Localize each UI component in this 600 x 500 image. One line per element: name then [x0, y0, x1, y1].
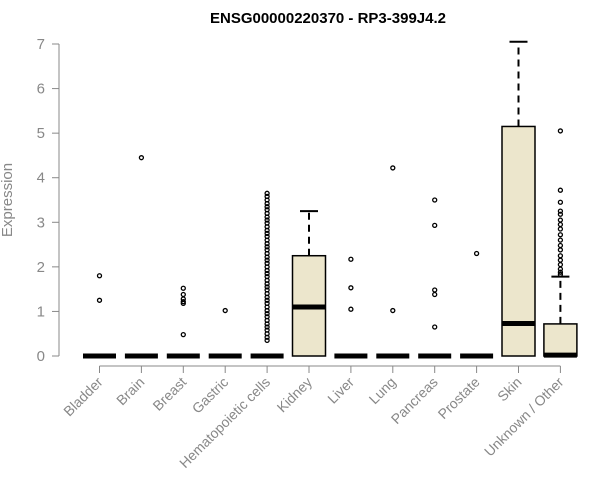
outlier-point	[264, 244, 270, 250]
outlier-point	[390, 165, 396, 171]
outlier-point	[180, 291, 186, 298]
box-group	[376, 165, 410, 359]
outlier-point	[264, 214, 270, 220]
outlier-point	[264, 267, 270, 274]
outlier-point	[264, 241, 270, 247]
x-tick-label: Pancreas	[388, 374, 441, 427]
box-group	[418, 197, 452, 359]
y-tick-label: 1	[37, 303, 45, 320]
outlier-point	[264, 297, 270, 303]
outlier-point	[473, 250, 480, 257]
outlier-point	[264, 284, 270, 290]
outlier-point	[557, 208, 564, 214]
outlier-point	[557, 128, 564, 134]
outlier-point	[432, 222, 438, 229]
x-tick-label: Prostate	[435, 374, 483, 422]
outlier-point	[557, 199, 564, 205]
outlier-point	[557, 269, 564, 275]
x-tick-label: Lung	[366, 374, 399, 407]
y-tick-label: 2	[37, 259, 45, 276]
outlier-point	[264, 334, 270, 340]
outlier-point	[390, 307, 396, 314]
outlier-point	[264, 281, 270, 287]
outlier-point	[557, 253, 564, 259]
outlier-point	[264, 337, 270, 344]
outlier-point	[96, 273, 103, 279]
outlier-point	[264, 324, 270, 330]
x-tick-label: Breast	[149, 374, 189, 414]
y-tick-label: 6	[37, 81, 45, 98]
outlier-point	[264, 254, 270, 260]
outlier-point	[180, 285, 186, 291]
outlier-point	[180, 331, 186, 338]
outlier-point	[348, 256, 354, 262]
outlier-point	[264, 230, 270, 237]
outlier-point	[264, 227, 270, 233]
outlier-point	[557, 261, 564, 268]
x-tick-label: Brain	[113, 374, 147, 408]
y-tick-label: 4	[37, 170, 45, 187]
outlier-point	[264, 257, 270, 263]
outlier-point	[557, 187, 564, 193]
outlier-point	[180, 300, 186, 307]
outlier-point	[264, 294, 270, 300]
x-tick-label: Unknown / Other	[481, 374, 567, 460]
box-group	[166, 285, 200, 359]
y-axis-label: Expression	[0, 163, 16, 237]
outlier-point	[557, 242, 564, 249]
outlier-point	[557, 266, 564, 272]
outlier-point	[557, 257, 564, 263]
box-group	[83, 273, 116, 359]
x-tick-label: Bladder	[60, 374, 106, 420]
outlier-point	[264, 321, 270, 327]
chart-title: ENSG00000220370 - RP3-399J4.2	[210, 10, 446, 27]
y-tick-label: 0	[37, 348, 45, 365]
outlier-point	[264, 190, 270, 196]
outlier-point	[264, 204, 270, 210]
y-tick-label: 5	[37, 125, 45, 142]
x-tick-label: Liver	[324, 374, 357, 407]
outlier-point	[432, 287, 438, 293]
box-group	[291, 210, 327, 357]
outlier-point	[264, 200, 270, 207]
outlier-point	[557, 237, 564, 243]
outlier-point	[557, 217, 564, 223]
outlier-point	[557, 271, 564, 278]
box	[543, 323, 578, 357]
box-group	[543, 128, 578, 358]
outlier-point	[222, 307, 228, 314]
outlier-point	[557, 247, 564, 253]
outlier-point	[432, 324, 438, 330]
outlier-point	[432, 291, 438, 298]
x-tick-label: Kidney	[274, 374, 316, 416]
box-group	[208, 307, 242, 359]
outlier-point	[557, 221, 564, 228]
box-group	[501, 40, 536, 357]
box-group	[460, 250, 494, 359]
outlier-point	[557, 226, 564, 232]
y-tick-label: 7	[37, 36, 45, 53]
outlier-point	[96, 297, 103, 303]
outlier-point	[264, 270, 270, 277]
outlier-point	[557, 232, 564, 238]
box-group	[334, 256, 368, 359]
outlier-point	[264, 217, 270, 223]
box-group	[250, 190, 284, 359]
box	[501, 125, 536, 357]
outlier-point	[180, 298, 186, 305]
box-group	[124, 155, 158, 359]
y-tick-label: 3	[37, 214, 45, 231]
x-tick-label: Skin	[494, 374, 525, 405]
outlier-point	[138, 155, 145, 161]
outlier-point	[557, 211, 564, 217]
outlier-point	[264, 307, 270, 314]
outlier-point	[348, 285, 354, 291]
outlier-point	[264, 311, 270, 317]
outlier-point	[432, 197, 438, 203]
outlier-point	[348, 306, 354, 312]
